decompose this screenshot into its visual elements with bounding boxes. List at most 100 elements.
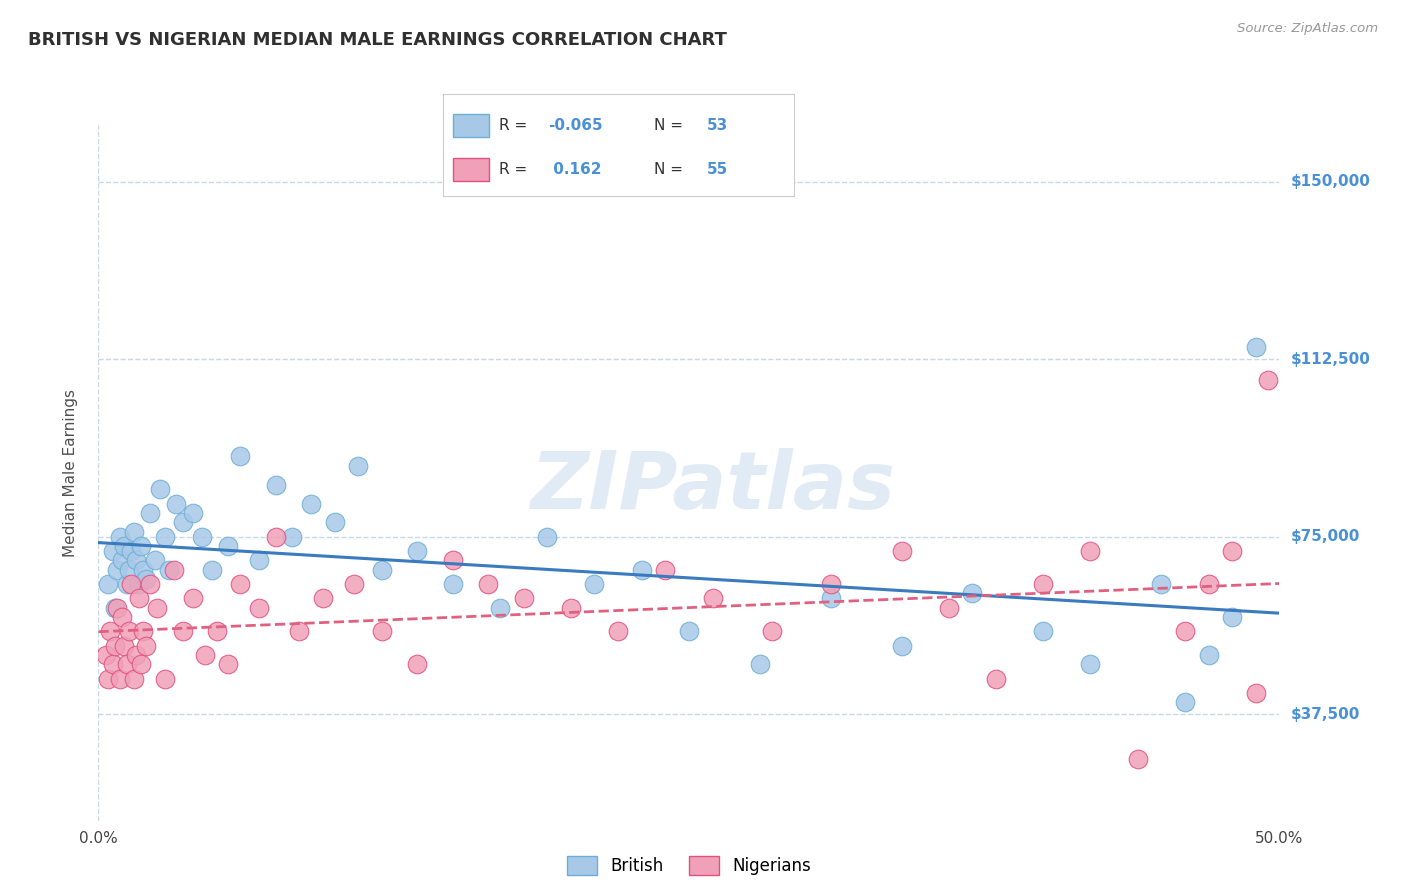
Point [153, 672, 176, 686]
Point [217, 539, 239, 553]
Point [181, 591, 204, 606]
Point [194, 648, 217, 662]
Point [201, 563, 224, 577]
Point [890, 639, 912, 653]
Text: 0.162: 0.162 [548, 162, 602, 178]
Text: $112,500: $112,500 [1291, 351, 1371, 367]
Point [139, 577, 162, 591]
Point [323, 516, 346, 530]
Point [101, 544, 124, 558]
Point [121, 544, 143, 558]
Text: N =: N = [654, 162, 688, 178]
Point [157, 563, 180, 577]
Point [125, 553, 148, 567]
Point [761, 624, 783, 639]
Point [654, 563, 676, 577]
Text: $75,000: $75,000 [1291, 529, 1360, 544]
Point [702, 591, 724, 606]
Point [890, 544, 912, 558]
Point [122, 672, 145, 686]
Point [122, 524, 145, 539]
Point [312, 591, 335, 606]
Legend: British, Nigerians: British, Nigerians [561, 849, 817, 882]
Point [1220, 610, 1243, 624]
Point [181, 506, 204, 520]
Point [678, 624, 700, 639]
Point [129, 657, 152, 672]
Point [1150, 577, 1173, 591]
Point [108, 672, 131, 686]
Point [104, 600, 127, 615]
Point [229, 449, 252, 463]
Point [98, 624, 121, 639]
Point [112, 539, 135, 553]
Point [129, 539, 152, 553]
Text: 55: 55 [706, 162, 728, 178]
Text: R =: R = [499, 162, 533, 178]
Point [489, 600, 512, 615]
Point [247, 600, 270, 615]
Point [111, 610, 134, 624]
Point [153, 530, 176, 544]
Point [1198, 648, 1220, 662]
Point [441, 577, 464, 591]
Point [371, 624, 394, 639]
Point [1080, 544, 1102, 558]
Point [748, 657, 770, 672]
Point [111, 553, 134, 567]
Text: ZIPatlas: ZIPatlas [530, 448, 896, 525]
Point [146, 600, 169, 615]
Point [1174, 624, 1197, 639]
Point [406, 544, 429, 558]
Point [229, 577, 252, 591]
Point [139, 506, 162, 520]
Point [112, 639, 135, 653]
Point [347, 458, 370, 473]
Point [108, 530, 131, 544]
Point [1032, 624, 1054, 639]
Point [163, 563, 186, 577]
Point [264, 530, 287, 544]
Point [630, 563, 652, 577]
Point [1174, 695, 1197, 709]
Point [1244, 340, 1267, 354]
Point [105, 563, 128, 577]
Point [288, 624, 311, 639]
Point [536, 530, 558, 544]
Point [118, 563, 141, 577]
Text: $150,000: $150,000 [1291, 174, 1371, 189]
Point [512, 591, 534, 606]
Point [132, 563, 155, 577]
Point [172, 516, 194, 530]
Point [607, 624, 630, 639]
Point [115, 657, 138, 672]
Y-axis label: Median Male Earnings: Median Male Earnings [63, 389, 77, 557]
Point [477, 577, 499, 591]
Text: 53: 53 [706, 118, 728, 133]
Point [1126, 752, 1149, 766]
Text: $37,500: $37,500 [1291, 706, 1360, 722]
Point [1032, 577, 1054, 591]
Point [1080, 657, 1102, 672]
FancyBboxPatch shape [453, 158, 489, 181]
Point [165, 496, 187, 510]
Point [247, 553, 270, 567]
Point [299, 496, 322, 510]
Point [820, 577, 842, 591]
Point [205, 624, 228, 639]
Point [1198, 577, 1220, 591]
Point [583, 577, 606, 591]
Point [191, 530, 214, 544]
Point [149, 483, 172, 497]
Point [560, 600, 582, 615]
Point [101, 657, 124, 672]
Point [1244, 686, 1267, 700]
Point [125, 648, 148, 662]
Point [281, 530, 304, 544]
Text: -0.065: -0.065 [548, 118, 603, 133]
Text: N =: N = [654, 118, 688, 133]
Point [217, 657, 239, 672]
Point [132, 624, 155, 639]
Point [143, 553, 166, 567]
Point [121, 577, 143, 591]
